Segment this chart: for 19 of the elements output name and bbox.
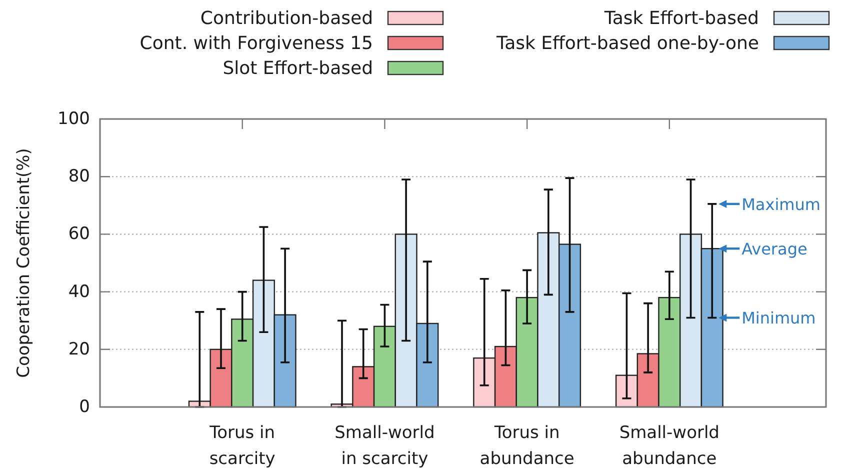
y-tick-label: 40 <box>68 282 90 302</box>
y-axis-title: Cooperation Coefficient(%) <box>14 148 34 378</box>
legend-label: Slot Effort-based <box>222 58 373 78</box>
x-tick-label: Torus in scarcity <box>208 423 276 469</box>
annotation: Maximum <box>742 194 820 214</box>
y-tick-label: 80 <box>68 166 90 187</box>
x-tick-label: Small-world abundance <box>619 423 720 469</box>
y-tick-label: 60 <box>68 224 90 244</box>
y-tick-label: 20 <box>68 339 90 360</box>
annotation: Average <box>742 239 808 258</box>
legend-label: Contribution-based <box>200 8 373 28</box>
legend-label: Cont. with Forgiveness 15 <box>140 32 373 54</box>
x-tick-label: Small-world in scarcity <box>334 423 435 469</box>
annotation: Minimum <box>742 308 816 328</box>
y-tick-label: 100 <box>58 109 90 129</box>
legend-label: Task Effort-based <box>603 8 759 28</box>
x-tick-label: Torus in abundance <box>480 423 574 469</box>
legend-label: Task Effort-based one-by-one <box>496 32 759 54</box>
y-tick-label: 0 <box>79 397 90 417</box>
